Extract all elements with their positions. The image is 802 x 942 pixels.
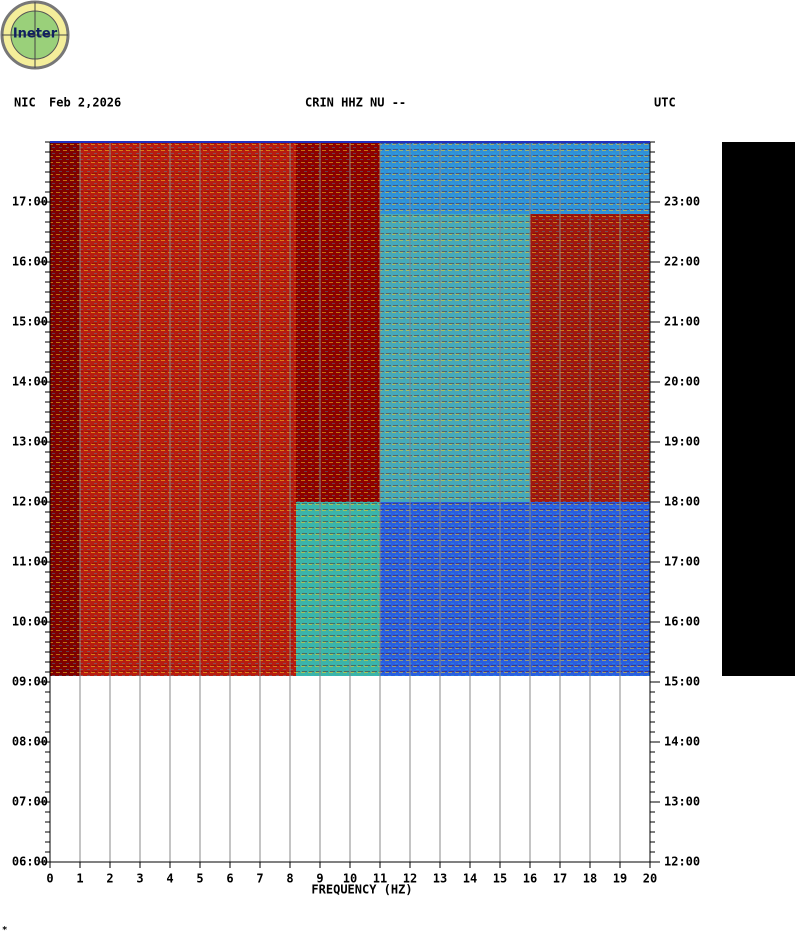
- station: CRIN HHZ NU --: [305, 96, 406, 110]
- x-tick-label: 13: [433, 872, 447, 886]
- y2-tick-label: 13:00: [664, 795, 700, 809]
- y2-tick-label: 12:00: [664, 855, 700, 869]
- y2-tick-label: 23:00: [664, 195, 700, 209]
- timezone: UTC: [654, 96, 676, 110]
- y-tick-label: 16:00: [12, 255, 48, 269]
- y-tick-label: 08:00: [12, 735, 48, 749]
- x-tick-label: 7: [256, 872, 263, 886]
- footnote: *: [2, 926, 7, 936]
- x-tick-label: 15: [493, 872, 507, 886]
- y2-tick-label: 21:00: [664, 315, 700, 329]
- network: NIC: [14, 96, 36, 110]
- y-tick-label: 14:00: [12, 375, 48, 389]
- y-tick-label: 17:00: [12, 195, 48, 209]
- y-tick-label: 13:00: [12, 435, 48, 449]
- y-tick-label: 15:00: [12, 315, 48, 329]
- y2-tick-label: 18:00: [664, 495, 700, 509]
- x-tick-label: 0: [46, 872, 53, 886]
- plot-frame: [49, 142, 651, 863]
- x-tick-label: 19: [613, 872, 627, 886]
- x-tick-label: 8: [286, 872, 293, 886]
- y-tick-label: 11:00: [12, 555, 48, 569]
- spectrogram-texture: [296, 142, 380, 502]
- logo-text: Ineter: [13, 27, 58, 42]
- y2-tick-label: 15:00: [664, 675, 700, 689]
- x-tick-label: 9: [316, 872, 323, 886]
- x-tick-label: 20: [643, 872, 657, 886]
- y2-tick-label: 16:00: [664, 615, 700, 629]
- x-tick-label: 16: [523, 872, 537, 886]
- spectrogram-texture: [50, 142, 80, 676]
- spectrogram-texture: [380, 142, 650, 214]
- x-tick-label: 2: [106, 872, 113, 886]
- y2-tick-label: 20:00: [664, 375, 700, 389]
- logo: Ineter: [0, 0, 70, 70]
- x-tick-label: 12: [403, 872, 417, 886]
- spectrogram-texture: [80, 142, 296, 676]
- x-axis-label: FREQUENCY (HZ): [311, 883, 412, 897]
- y-tick-label: 10:00: [12, 615, 48, 629]
- x-tick-label: 5: [196, 872, 203, 886]
- y-tick-label: 07:00: [12, 795, 48, 809]
- x-tick-label: 6: [226, 872, 233, 886]
- x-tick-label: 11: [373, 872, 387, 886]
- x-tick-label: 4: [166, 872, 173, 886]
- date: Feb 2,2026: [49, 96, 121, 110]
- y-tick-label: 12:00: [12, 495, 48, 509]
- y-tick-label: 06:00: [12, 855, 48, 869]
- x-tick-label: 17: [553, 872, 567, 886]
- y2-tick-label: 17:00: [664, 555, 700, 569]
- spectrogram-texture: [380, 214, 530, 502]
- spectrogram-texture: [296, 502, 380, 676]
- x-tick-label: 10: [343, 872, 357, 886]
- y2-tick-label: 22:00: [664, 255, 700, 269]
- x-tick-label: 18: [583, 872, 597, 886]
- x-tick-label: 3: [136, 872, 143, 886]
- y2-tick-label: 19:00: [664, 435, 700, 449]
- x-tick-label: 14: [463, 872, 477, 886]
- spectrogram-texture: [380, 502, 650, 676]
- x-tick-label: 1: [76, 872, 83, 886]
- y-tick-label: 09:00: [12, 675, 48, 689]
- scale-bar: [722, 142, 795, 676]
- y2-tick-label: 14:00: [664, 735, 700, 749]
